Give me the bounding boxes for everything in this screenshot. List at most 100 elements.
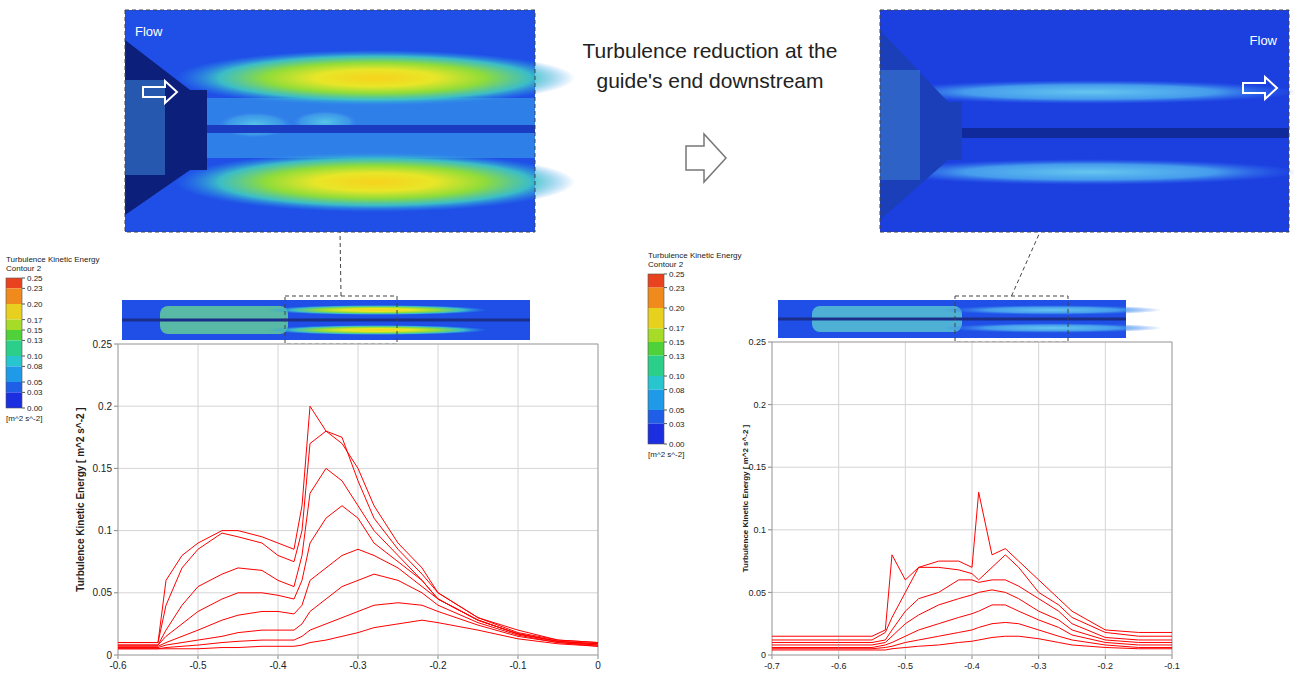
colorbar-tick [22, 340, 25, 341]
contour-strip [122, 300, 530, 340]
flow-label: Flow [1250, 33, 1278, 48]
contour-zoom-left [125, 10, 575, 232]
transition-arrow [686, 134, 726, 182]
colorbar-tick-label: 0.08 [669, 386, 685, 395]
grid-line [772, 529, 1172, 530]
y-tick [114, 530, 118, 531]
colorbar-band [6, 366, 22, 382]
colorbar-band [648, 308, 664, 328]
grid-line [1105, 342, 1106, 655]
colorbar-tick-label: 0.25 [27, 274, 43, 283]
colorbar-band [6, 356, 22, 366]
colorbar-tick [664, 376, 667, 377]
contour-core [205, 98, 535, 158]
y-axis-title: Turbulence Kinetic Energy [ m^2 s^-2 ] [741, 424, 750, 572]
series-line [118, 549, 598, 646]
guide-inner [880, 70, 920, 180]
colorbar-tick [22, 319, 25, 320]
y-tick [768, 342, 772, 343]
colorbar-unit: [m^2 s^-2] [648, 450, 684, 459]
grid-line [1038, 342, 1039, 655]
colorbar-band [6, 278, 22, 288]
contour-strip [778, 300, 1162, 338]
series-line [118, 468, 598, 645]
series-line [118, 620, 598, 649]
grid-line [358, 344, 359, 655]
colorbar-band [6, 392, 22, 408]
colorbar-tick [664, 328, 667, 329]
x-tick-label: -0.4 [269, 660, 287, 671]
colorbar-band [648, 328, 664, 342]
y-tick [768, 592, 772, 593]
colorbar-tick-label: 0.10 [669, 372, 685, 381]
x-tick-label: -0.4 [964, 661, 980, 671]
plot-frame [118, 344, 598, 655]
y-tick-label: 0 [761, 650, 766, 660]
flow-arrow [143, 81, 177, 103]
grid-line [118, 406, 598, 407]
flow-arrow [1243, 77, 1277, 99]
colorbar-tick [664, 274, 667, 275]
colorbar-tick [22, 408, 25, 409]
colorbar-tick-label: 0.20 [27, 300, 43, 309]
colorbar-tick-label: 0.20 [669, 304, 685, 313]
colorbar-tick-label: 0.05 [27, 378, 43, 387]
series-line [772, 555, 1172, 640]
x-tick-label: -0.3 [349, 660, 367, 671]
x-tick [838, 655, 839, 659]
series-line [118, 603, 598, 649]
colorbar-band [648, 342, 664, 356]
y-tick-label: 0.15 [748, 462, 766, 472]
contour-axis [960, 128, 1289, 138]
x-tick [358, 655, 359, 659]
contour-streak [175, 152, 575, 212]
guide-body [125, 40, 207, 215]
x-tick [972, 655, 973, 659]
colorbar-band [648, 410, 664, 424]
x-tick [1038, 655, 1039, 659]
guide-body [880, 30, 962, 220]
y-tick-label: 0.05 [93, 587, 113, 598]
colorbar-band [6, 304, 22, 320]
colorbar-band [648, 390, 664, 410]
colorbar-subtitle: Contour 2 [6, 264, 42, 273]
colorbar-tick [22, 356, 25, 357]
series-line [772, 622, 1172, 648]
colorbar-tick-label: 0.23 [27, 284, 43, 293]
series-line [772, 580, 1172, 643]
zoom-leader [340, 232, 341, 296]
x-tick-label: -0.3 [1031, 661, 1047, 671]
colorbar-band [6, 330, 22, 340]
colorbar-band [6, 382, 22, 392]
x-tick [598, 655, 599, 659]
y-tick [114, 592, 118, 593]
colorbar-tick [22, 288, 25, 289]
x-tick [772, 655, 773, 659]
colorbar-tick-label: 0.15 [27, 326, 43, 335]
grid-line [118, 592, 598, 593]
colorbar-tick-label: 0.05 [669, 406, 685, 415]
colorbar-tick [22, 278, 25, 279]
x-tick-label: -0.6 [831, 661, 847, 671]
colorbar-tick-label: 0.00 [27, 404, 43, 413]
lines [118, 406, 598, 649]
colorbar-band [648, 424, 664, 444]
x-tick [905, 655, 906, 659]
grid-line [772, 592, 1172, 593]
colorbar-tick-label: 0.13 [669, 352, 685, 361]
colorbar-tick-label: 0.10 [27, 352, 43, 361]
grid-line [905, 342, 906, 655]
colorbar-subtitle: Contour 2 [648, 260, 684, 269]
contour-zoom-right [880, 10, 1294, 232]
annotation-line: guide's end downstream [597, 69, 824, 92]
colorbar-band [648, 288, 664, 308]
grid-line [438, 344, 439, 655]
plot-area [118, 344, 598, 655]
x-tick [118, 655, 119, 659]
y-tick-label: 0.25 [93, 339, 113, 350]
zoom-frame [880, 10, 1289, 232]
series-line [118, 406, 598, 642]
colorbar-tick [22, 330, 25, 331]
y-axis-title: Turbulence Kinetic Energy [ m^2 s^-2 ] [75, 407, 86, 591]
colorbar-tick [22, 382, 25, 383]
